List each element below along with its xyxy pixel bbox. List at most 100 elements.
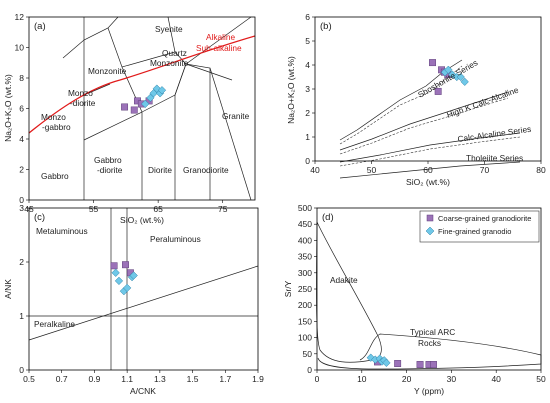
field-monzo-diorite: -diorite [70,98,96,108]
y-tick-label: 10 [15,43,25,53]
y-tick-label: 300 [298,268,312,278]
x-tick-label: 0.7 [56,374,68,384]
field-quartz: Quartz [162,48,187,58]
field-monzo: Monzo [68,88,93,98]
coarse-granodiorite-point [394,360,402,367]
fine-granodiorite-point [460,77,469,86]
x-tick-label: 1.7 [219,374,231,384]
x-tick-label: 50 [367,165,377,175]
x-tick-label: 20 [402,374,412,384]
coarse-granodiorite-point [122,261,129,269]
field-peraluminous: Peraluminous [150,234,201,244]
field-monzo2: Monzo [41,112,66,122]
panel-label-a: (a) [34,21,46,32]
legend-label-fine: Fine-grained granodio [438,227,511,236]
field-monzo-gabbro: -gabbro [42,122,71,132]
y-tick-label: 400 [298,235,312,245]
fine-granodiorite-point [444,65,453,74]
x-tick-label: 60 [423,165,433,175]
label-high-k: High K Calc-Alcaline [445,84,520,119]
plot-frame [28,207,259,371]
label-alkaline: Alkaline [206,32,235,42]
coarse-granodiorite-point [434,87,442,95]
fine-granodiorite-point [111,268,120,277]
label-tholeiite: Tholeiite Series [466,153,523,163]
x-axis-title-b: SiO₂ (wt.%) [406,177,450,187]
fine-granodiorite-point [157,86,167,95]
label-sub-alkaline: Sub-alkaline [196,43,242,53]
y-tick-label: 8 [19,73,24,83]
y-tick-label: 2 [19,165,24,175]
y-tick-label: 350 [298,252,312,262]
x-tick-label: 0.5 [23,374,35,384]
x-axis-title-a: SiO₂ (wt.%) [120,215,164,225]
y-tick-label: 450 [298,219,312,229]
fine-granodiorite-point [114,276,124,286]
alkaline-divider-curve [28,35,256,134]
x-tick-label: 30 [447,374,457,384]
x-tick-label: 50 [536,374,546,384]
x-tick-label: 40 [310,165,320,175]
panel-label-d: (d) [322,212,334,223]
y-tick-label: 1 [305,132,310,142]
y-tick-label: 12 [15,12,25,22]
x-axis-title-c: A/CNK [130,386,156,396]
field-gabbro2: Gabbro [94,155,122,165]
label-shoshonite: Shoshonite Series [416,57,479,99]
y-tick-label: 150 [298,316,312,326]
y-tick-label: 4 [305,60,310,70]
y-tick-label: 0 [305,156,310,166]
y-axis-title-c: A/NK [3,279,13,299]
y-axis-title-b: Na₂O+K₂O (wt.%) [286,56,296,124]
y-axis-title-a: Na₂O+K₂O (wt.%) [3,74,13,142]
x-tick-label: 1.9 [252,374,264,384]
coarse-granodiorite-point [429,59,436,67]
y-tick-label: 1 [19,311,24,321]
fine-granodiorite-point [141,99,150,109]
y-tick-label: 250 [298,284,312,294]
x-tick-label: 1.1 [121,374,133,384]
x-axis-title-d: Y (ppm) [414,386,444,396]
legend-box [419,210,540,243]
coarse-granodiorite-point [430,361,437,368]
y-tick-label: 6 [305,12,310,22]
y-tick-label: 0 [19,365,24,375]
x-tick-label: 0 [315,374,320,384]
field-peralkaline: Peralkaline [34,319,75,329]
panel-label-c: (c) [34,212,45,223]
legend-label-coarse: Coarse-grained granodiorite [438,214,531,223]
y-tick-label: 3 [19,203,24,213]
x-tick-label: 10 [357,374,367,384]
field-metaluminous: Metaluminous [36,226,88,236]
y-tick-label: 2 [305,108,310,118]
x-tick-label: 40 [491,374,501,384]
tas-field-lines [62,16,252,201]
y-tick-label: 6 [19,104,24,114]
field-quartz-monzonite: Monzonite [150,58,189,68]
coarse-granodiorite-point [110,262,118,270]
x-tick-label: 75 [218,204,228,214]
fine-granodiorite-point [456,72,465,82]
y-tick-label: 0 [19,195,24,205]
y-tick-label: 100 [298,333,312,343]
field-monzonite: Monzonite [88,66,127,76]
fine-granodiorite-point [366,353,375,362]
y-tick-label: 50 [303,349,313,359]
coarse-granodiorite-point [130,106,138,114]
field-rocks: Rocks [418,338,441,348]
x-tick-label: 1.5 [187,374,199,384]
x-tick-label: 80 [536,165,546,175]
panel-d: 0 10 20 30 40 5005010015020025030035040045050… [283,203,546,396]
y-axis-title-d: Sr/Y [283,280,293,297]
field-gabbro: Gabbro [41,171,69,181]
y-tick-label: 200 [298,300,312,310]
field-gabbro-diorite: -diorite [97,165,123,175]
y-tick-label: 500 [298,203,312,213]
y-tick-label: 4 [19,134,24,144]
fine-granodiorite-point [129,271,138,280]
y-tick-label: 5 [305,36,310,46]
field-diorite: Diorite [148,165,172,175]
y-tick-label: 0 [307,365,312,375]
